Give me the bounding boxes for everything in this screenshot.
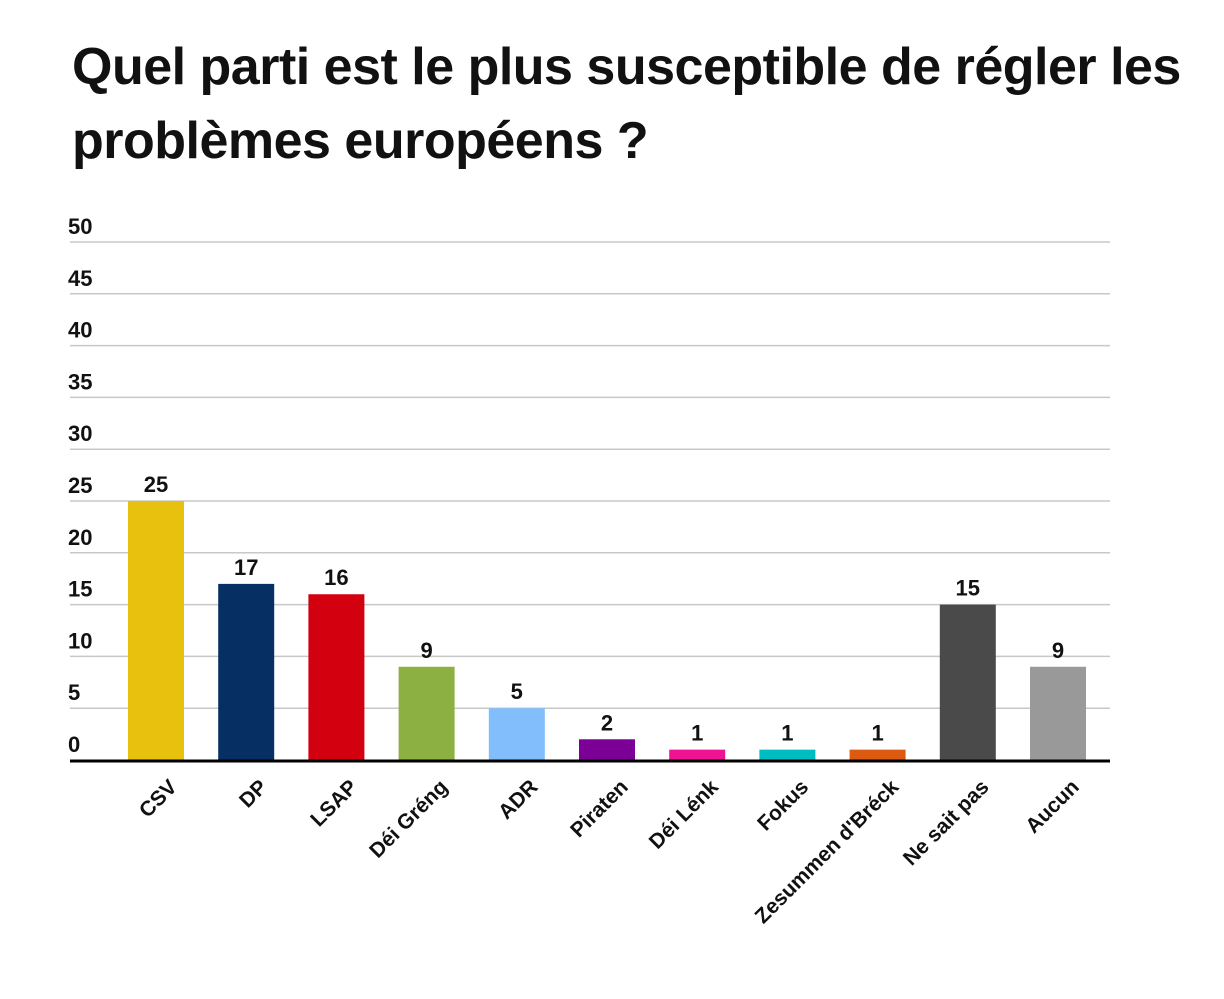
y-tick-label: 15	[68, 577, 92, 602]
bar-ne-sait-pas	[939, 604, 996, 760]
data-labels: 25 17 16 9 5 2 1 1 1 15 9	[144, 472, 1064, 746]
data-label: 25	[144, 472, 168, 497]
bar-d-i-l-nk	[669, 749, 726, 760]
y-axis-ticks: 0 5 10 15 20 25 30 35 40 45 50	[68, 214, 92, 757]
chart-title: Quel parti est le plus susceptible de ré…	[72, 38, 1181, 170]
data-label: 16	[324, 565, 348, 590]
x-tick-label: Fokus	[753, 775, 813, 835]
x-tick-label: ADR	[494, 775, 542, 823]
bar-csv	[128, 501, 184, 760]
y-tick-label: 0	[68, 732, 80, 757]
x-tick-label: LSAP	[306, 775, 362, 831]
bar-dp	[218, 583, 275, 760]
bars	[128, 501, 1086, 760]
data-label: 9	[420, 638, 432, 663]
y-tick-label: 5	[68, 680, 80, 705]
y-tick-label: 40	[68, 318, 92, 343]
data-label: 1	[691, 721, 703, 746]
y-tick-label: 50	[68, 214, 92, 239]
bar-fokus	[759, 749, 816, 760]
y-tick-label: 25	[68, 473, 92, 498]
y-tick-label: 30	[68, 421, 92, 446]
bar-zesummen-d-br-ck	[849, 749, 906, 760]
x-tick-label: Aucun	[1021, 775, 1083, 837]
data-label: 5	[511, 679, 523, 704]
data-label: 1	[781, 721, 793, 746]
gridlines	[70, 241, 1110, 709]
y-tick-label: 20	[68, 525, 92, 550]
data-label: 9	[1052, 638, 1064, 663]
x-tick-label: Déi Gréng	[365, 775, 452, 862]
data-label: 2	[601, 710, 613, 735]
y-tick-label: 10	[68, 628, 92, 653]
data-label: 1	[871, 721, 883, 746]
bar-piraten	[579, 739, 635, 760]
bar-lsap	[308, 594, 365, 760]
x-tick-label: CSV	[135, 775, 182, 822]
x-tick-label: Piraten	[566, 775, 633, 842]
data-label: 15	[956, 576, 980, 601]
data-label: 17	[234, 555, 258, 580]
bar-aucun	[1030, 666, 1086, 760]
y-tick-label: 35	[68, 369, 92, 394]
bar-adr	[488, 708, 545, 760]
bar-d-i-gr-ng	[398, 666, 455, 760]
x-tick-label: DP	[235, 775, 272, 812]
x-tick-label: Ne sait pas	[899, 775, 994, 870]
x-tick-label: Déi Lénk	[645, 775, 723, 853]
y-tick-label: 45	[68, 266, 92, 291]
x-axis-labels: CSV DP LSAP Déi Gréng ADR Piraten Déi Lénk Foku…	[135, 775, 1084, 928]
